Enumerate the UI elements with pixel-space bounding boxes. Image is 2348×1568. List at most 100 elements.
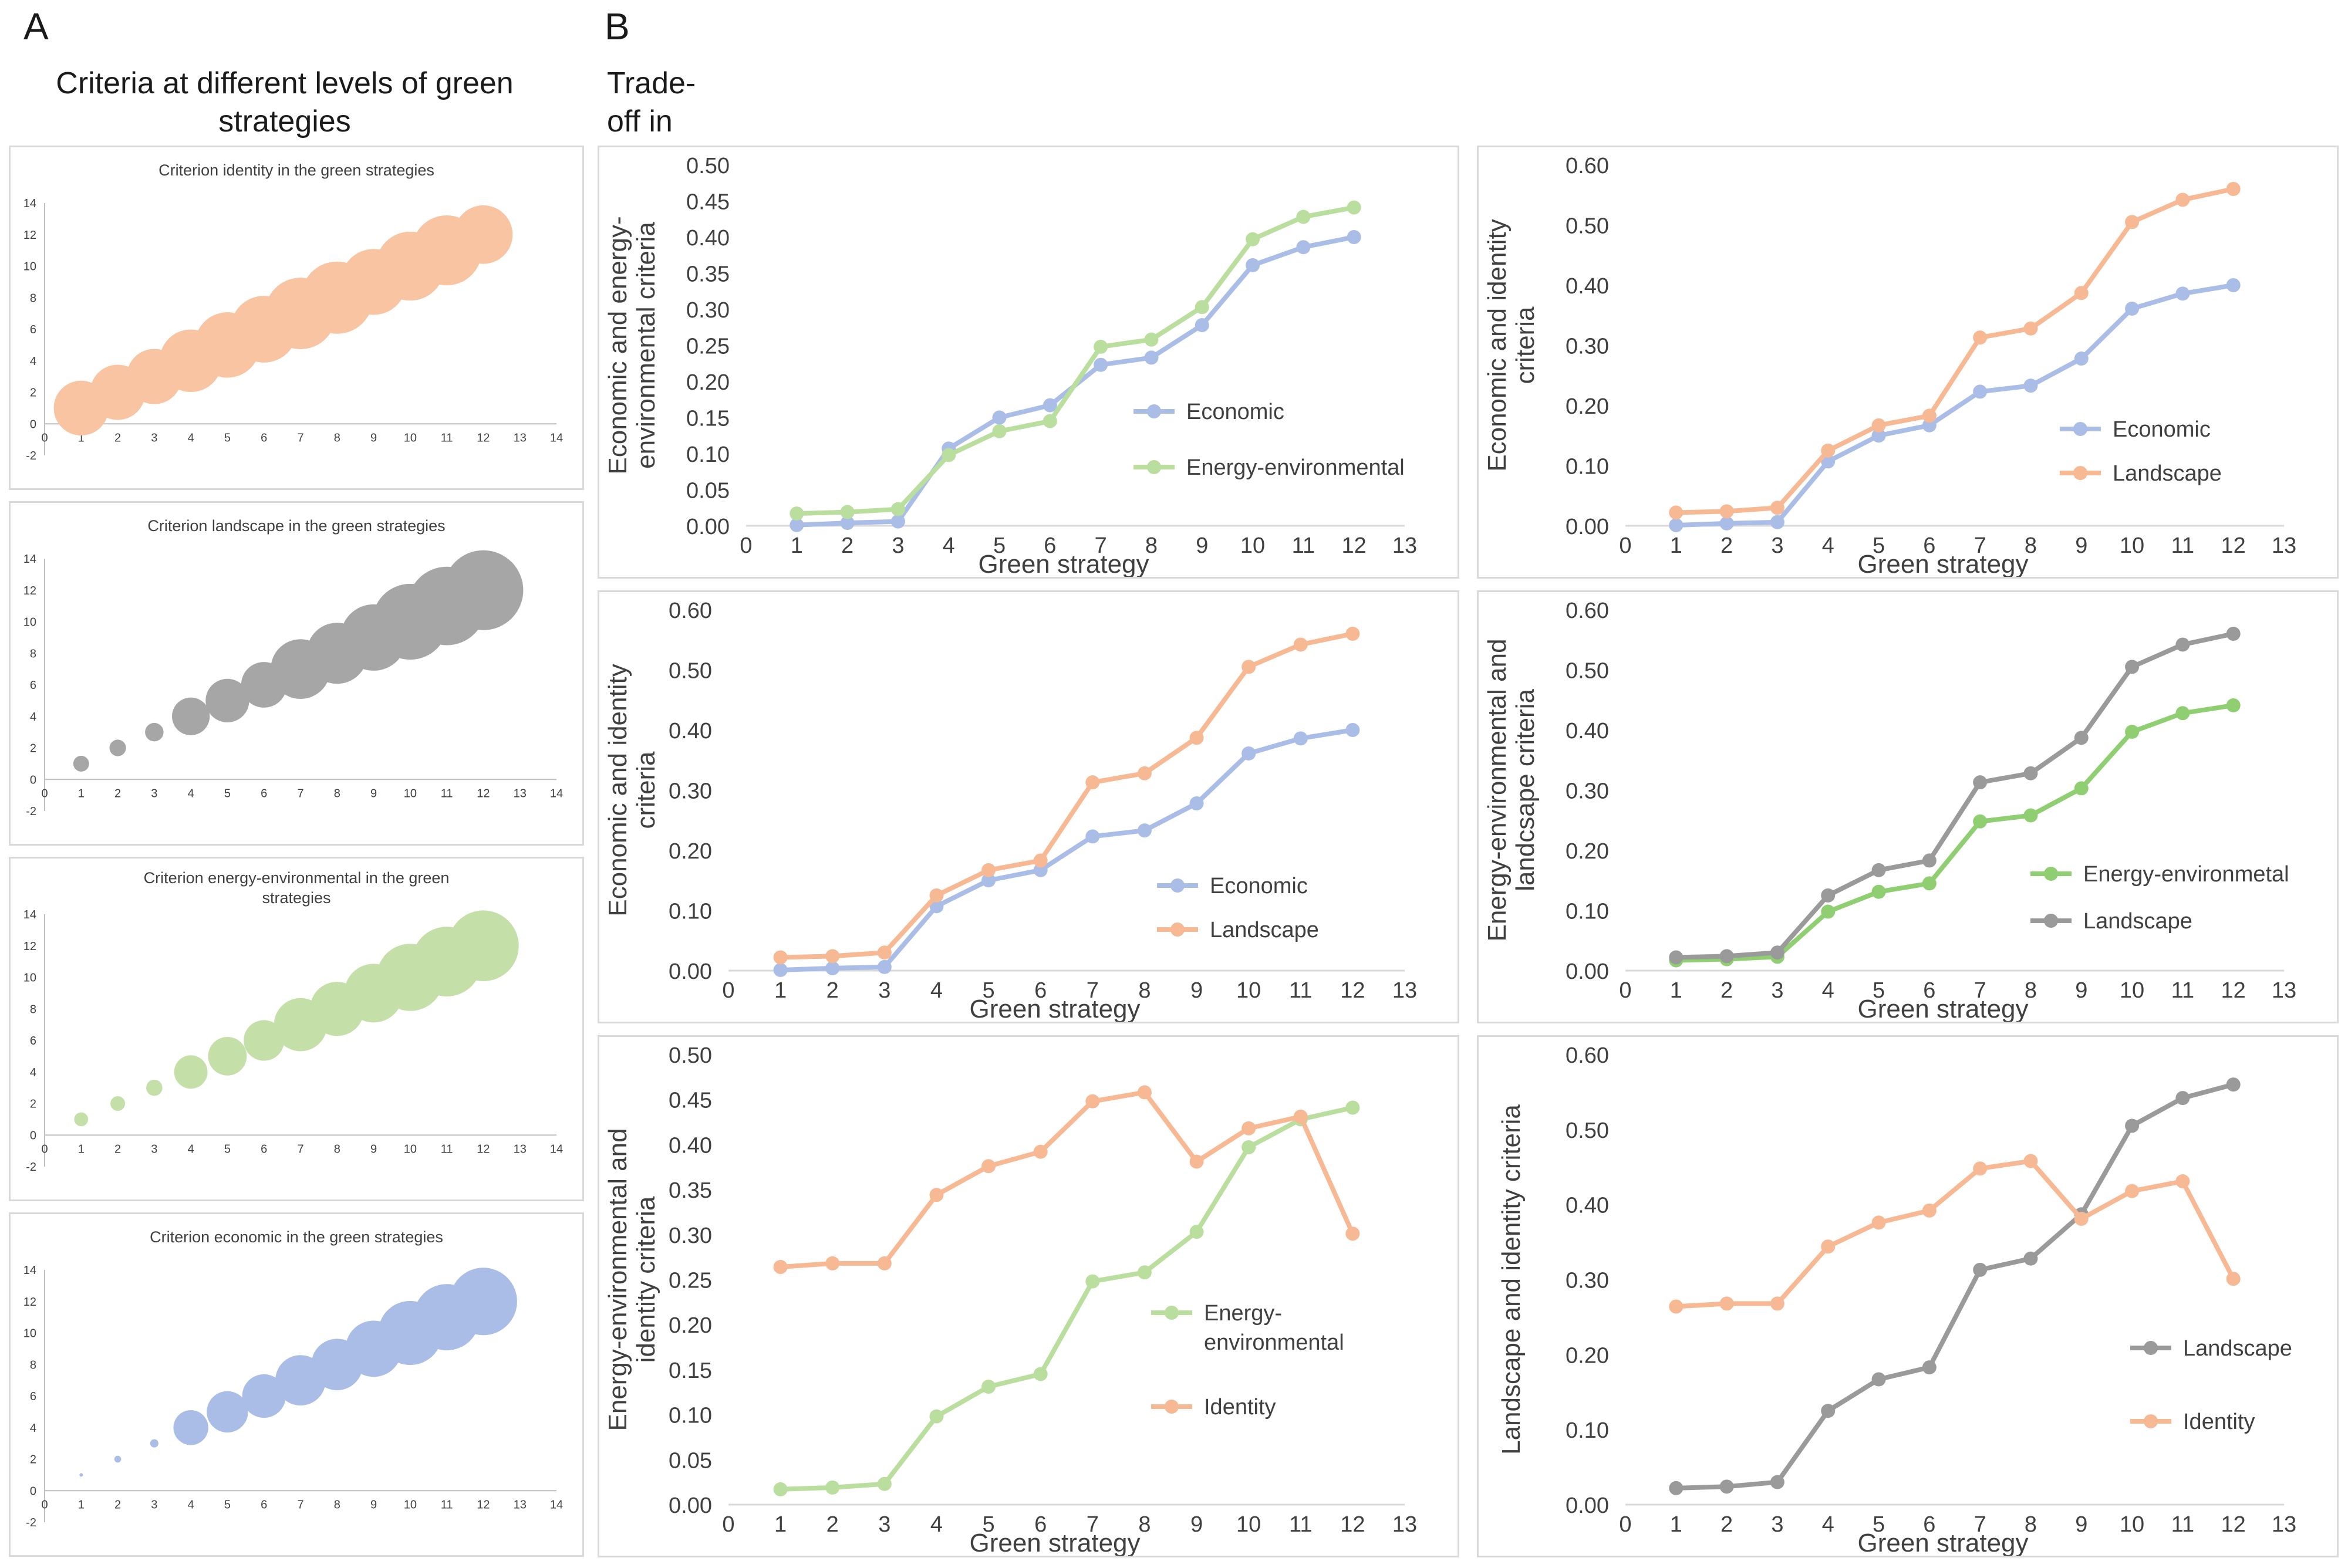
data-point [1973,814,1988,829]
data-point [1085,829,1100,844]
data-point [2226,627,2241,641]
y-tick-label: 0.00 [669,1493,712,1518]
legend-swatch-marker [2044,867,2058,881]
x-tick-label: 14 [550,1143,563,1155]
chart-box-bubble-landscape: Criterion landscape in the green strateg… [9,501,584,846]
data-point [1033,863,1048,877]
y-axis-label-line: Energy-environmental and [1483,638,1512,941]
x-tick-label: 5 [983,978,995,1003]
data-point [877,1476,892,1491]
series-line-landscape [1676,631,2234,960]
legend-label: Landscape [2083,909,2192,934]
data-point [1973,775,1988,790]
x-tick-label: 12 [2221,533,2246,558]
bubble-chart-landscape: Criterion landscape in the green strateg… [23,517,563,818]
legend-label: Landscape [2183,1336,2292,1361]
data-point [1144,350,1159,365]
data-point [1922,1360,1937,1375]
x-tick-label: 12 [2221,1512,2246,1537]
legend-swatch-marker [1170,922,1185,937]
y-tick-label: -2 [26,450,36,462]
x-tick-label: 8 [2025,533,2037,558]
series-line-identity [1676,1158,2236,1309]
x-tick-label: 10 [2120,1512,2144,1537]
data-point [1189,731,1204,745]
x-tick-label: 2 [114,1498,121,1511]
data-point [790,518,804,532]
bubble [173,1410,208,1445]
y-tick-label: 0.00 [669,959,712,984]
x-tick-label: 13 [514,1498,527,1511]
data-point [1871,1372,1886,1387]
series-line-identity [780,1090,1355,1270]
x-tick-label: 8 [2025,978,2037,1003]
x-tick-label: 0 [41,1498,48,1511]
line-chart-econ-identity-1: 0.000.100.200.300.400.500.600 1 2 3 4 5 6 7 8 9 10… [1483,154,2296,579]
x-tick-label: 8 [334,1143,340,1155]
data-point [1821,1404,1836,1418]
y-tick-label: 8 [30,1359,36,1371]
y-tick-label: 0.10 [686,442,730,467]
data-point [1922,408,1937,423]
data-point [1973,330,1988,345]
x-axis-label: Green strategy [1857,550,2028,577]
x-tick-label: 3 [151,787,157,800]
x-tick-label: 12 [1342,533,1367,558]
x-tick-label: 8 [334,787,340,800]
data-point [2074,1211,2089,1226]
legend-label: Identity [1204,1395,1276,1420]
y-tick-label: 4 [30,711,36,724]
x-tick-label: 3 [1771,978,1783,1003]
y-tick-label: 12 [23,940,36,953]
panel-a-title-line2: strategies [218,104,351,138]
data-point [1922,853,1937,868]
data-point [2023,379,2038,393]
data-point [773,1482,788,1496]
data-point [825,949,840,964]
y-tick-label: 0.40 [686,226,730,251]
x-tick-label: 4 [188,787,194,800]
x-tick-label: 7 [1095,533,1107,558]
x-tick-label: 6 [1923,533,1935,558]
x-tick-label: 0 [740,533,752,558]
y-tick-label: 0.45 [669,1089,712,1113]
x-tick-label: 11 [2171,978,2194,1003]
x-axis-label: Green strategy [1857,995,2028,1022]
data-point [1144,332,1159,347]
x-tick-label: 5 [224,1498,231,1511]
x-tick-label: 7 [297,431,303,444]
chart-title: Criterion identity in the green strategi… [158,161,434,179]
series-line-economic [780,728,1354,972]
legend-swatch-marker [1147,460,1161,474]
data-point [1296,209,1311,224]
x-tick-label: 9 [370,1143,377,1155]
legend-swatch-marker [2044,914,2058,928]
data-point [2175,706,2190,721]
legend-swatch-marker [1170,878,1185,893]
data-point [1669,1481,1684,1495]
x-tick-label: 9 [370,787,377,800]
x-tick-label: 0 [1619,533,1631,558]
data-point [1871,884,1886,899]
bubble-chart-economic: Criterion economic in the green strategi… [23,1228,563,1529]
data-point [2226,182,2241,196]
x-tick-label: 11 [441,1498,453,1511]
data-point [1770,1296,1784,1311]
bubble [172,697,210,735]
data-point [1719,504,1734,519]
data-point [1085,1274,1100,1289]
data-point [877,1256,892,1270]
y-tick-label: 2 [30,387,36,400]
x-tick-label: 0 [1619,978,1631,1003]
data-point [1094,339,1108,354]
x-tick-label: 8 [1145,533,1158,558]
chart-title: Criterion economic in the green strategi… [150,1228,443,1246]
x-axis-label: Green strategy [978,550,1149,577]
x-tick-label: 4 [930,978,943,1003]
x-tick-label: 3 [1771,533,1783,558]
x-tick-label: 0 [722,1512,734,1537]
x-tick-label: 13 [514,787,527,800]
bubble [443,550,524,630]
data-point [2074,352,2089,366]
data-point [890,514,905,529]
